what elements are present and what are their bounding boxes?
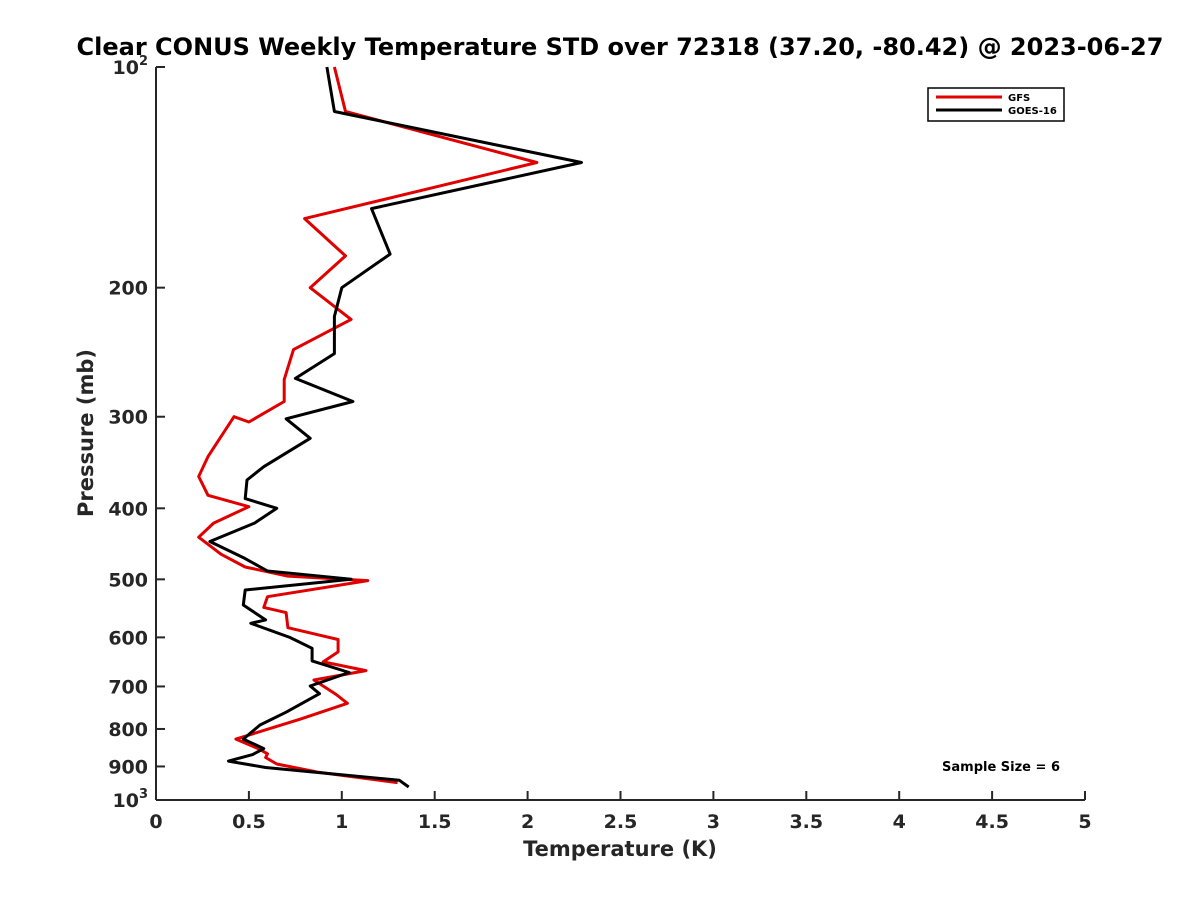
- y-tick-label: 300: [108, 407, 148, 429]
- x-tick-label: 1.5: [418, 811, 452, 833]
- x-tick-label: 1: [335, 811, 348, 833]
- x-tick-label: 2: [521, 811, 534, 833]
- y-axis-ticks: 102 200 300 400 500 600 700 800 900 103: [108, 54, 165, 812]
- y-tick-label: 103: [113, 787, 149, 812]
- y-tick-label: 800: [108, 719, 148, 741]
- x-tick-label: 4.5: [975, 811, 1009, 833]
- y-tick-label: 900: [108, 756, 148, 778]
- plot-area: [155, 67, 1085, 801]
- x-tick-label: 0.5: [232, 811, 266, 833]
- y-tick-label: 500: [108, 569, 148, 591]
- y-tick-label: 102: [113, 54, 149, 79]
- x-tick-label: 0: [149, 811, 162, 833]
- y-axis-label: Pressure (mb): [74, 349, 98, 517]
- sample-size-annotation: Sample Size = 6: [942, 760, 1060, 775]
- x-tick-label: 3.5: [789, 811, 823, 833]
- x-tick-label: 4: [893, 811, 906, 833]
- y-tick-label: 600: [108, 627, 148, 649]
- legend-label: GOES-16: [1008, 106, 1057, 117]
- legend-box: [927, 87, 1065, 122]
- legend-label: GFS: [1008, 93, 1030, 104]
- y-tick-label: 400: [108, 498, 148, 520]
- y-tick-label: 700: [108, 676, 148, 698]
- x-tick-label: 3: [707, 811, 720, 833]
- series-line-goes-16: [208, 66, 583, 789]
- legend: GFS GOES-16: [927, 87, 1065, 122]
- x-axis-label: Temperature (K): [523, 837, 717, 861]
- series-line-gfs: [197, 66, 539, 785]
- series-group: [197, 66, 583, 789]
- x-axis-ticks: 0 0.5 1 1.5 2 2.5 3 3.5 4 4.5 5: [149, 791, 1092, 833]
- x-tick-label: 5: [1078, 811, 1091, 833]
- y-tick-label: 200: [108, 278, 148, 300]
- x-tick-label: 2.5: [604, 811, 638, 833]
- chart-title: Clear CONUS Weekly Temperature STD over …: [77, 33, 1164, 61]
